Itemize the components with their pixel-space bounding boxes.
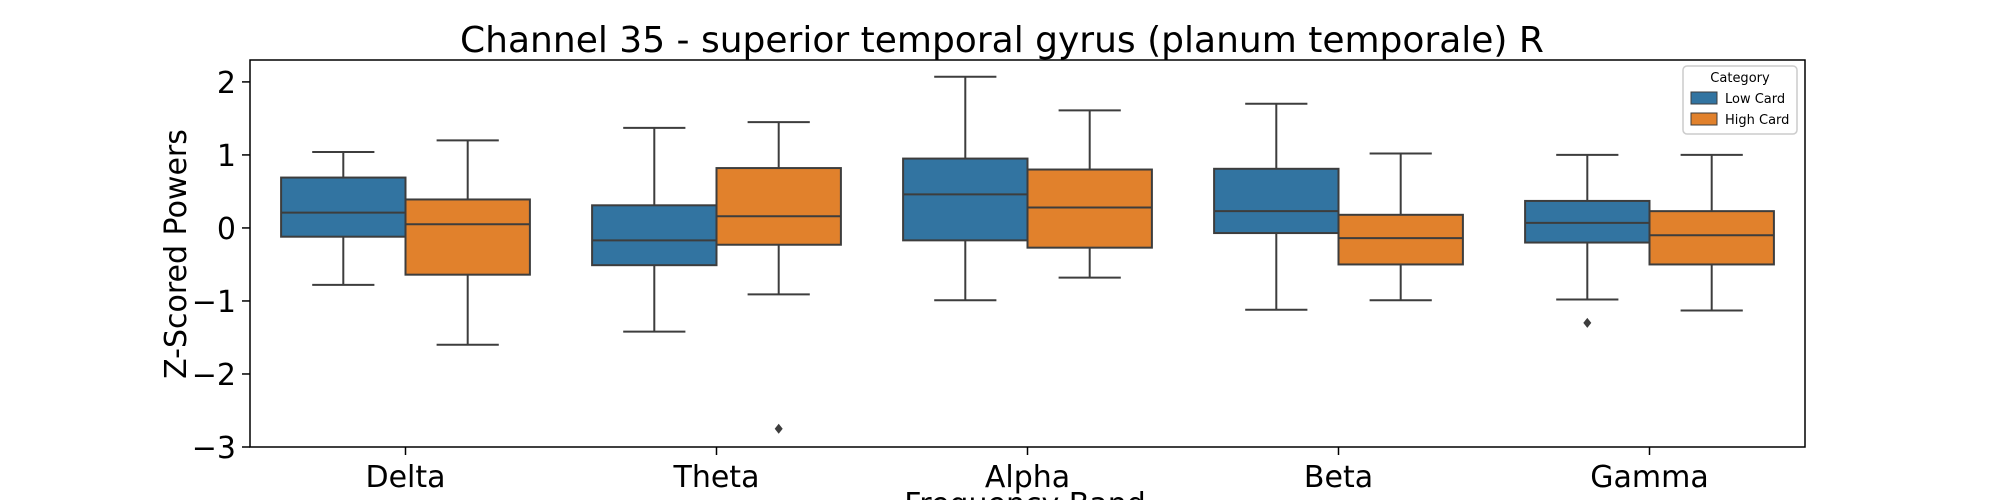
- iqr-box: [1213, 167, 1340, 235]
- legend-entry-label: Low Card: [1725, 92, 1785, 107]
- x-tick-label: Theta: [673, 460, 760, 495]
- y-tick-label: −1: [192, 285, 236, 320]
- legend-swatch: [1690, 112, 1718, 126]
- x-tick-label: Delta: [365, 460, 445, 495]
- box-beta-low-card: [1213, 102, 1340, 311]
- box-gamma-high-card: [1648, 153, 1775, 312]
- chart-title: Channel 35 - superior temporal gyrus (pl…: [460, 20, 1544, 61]
- iqr-box: [1524, 199, 1651, 244]
- y-axis-label: Z-Scored Powers: [159, 129, 194, 379]
- box-theta-high-card: [715, 121, 842, 434]
- legend: Category Low Card High Card: [1682, 65, 1798, 135]
- box-gamma-low-card: [1524, 153, 1651, 328]
- outlier-point: [774, 423, 783, 434]
- iqr-box: [404, 198, 531, 276]
- y-tick-label: 0: [217, 212, 236, 247]
- legend-entry-label: High Card: [1725, 113, 1789, 128]
- plot-area: 2 1 0 −1 −2 −3 Delta Theta Alpha Beta Gamma: [192, 59, 1806, 495]
- legend-swatch: [1690, 91, 1718, 105]
- iqr-box: [715, 167, 842, 246]
- iqr-box: [1648, 210, 1775, 266]
- y-tick-label: 1: [217, 139, 236, 174]
- iqr-box: [1337, 213, 1464, 266]
- outlier-point: [1583, 317, 1592, 328]
- x-tick-label: Gamma: [1590, 460, 1708, 495]
- x-axis-label: Frequency Band: [904, 487, 1146, 500]
- iqr-box: [280, 176, 407, 238]
- legend-title: Category: [1710, 71, 1770, 86]
- box-alpha-high-card: [1026, 109, 1153, 279]
- y-tick-label: −3: [192, 431, 236, 466]
- x-tick-label: Alpha: [985, 460, 1070, 495]
- box-alpha-low-card: [902, 75, 1029, 302]
- box-beta-high-card: [1337, 152, 1464, 302]
- x-tick-label: Beta: [1304, 460, 1373, 495]
- y-tick-label: 2: [217, 66, 236, 101]
- iqr-box: [591, 204, 718, 267]
- iqr-box: [1026, 168, 1153, 249]
- y-tick-label: −2: [192, 358, 236, 393]
- box-theta-low-card: [591, 126, 718, 333]
- box-delta-high-card: [404, 139, 531, 346]
- iqr-box: [902, 157, 1029, 242]
- box-delta-low-card: [280, 151, 407, 286]
